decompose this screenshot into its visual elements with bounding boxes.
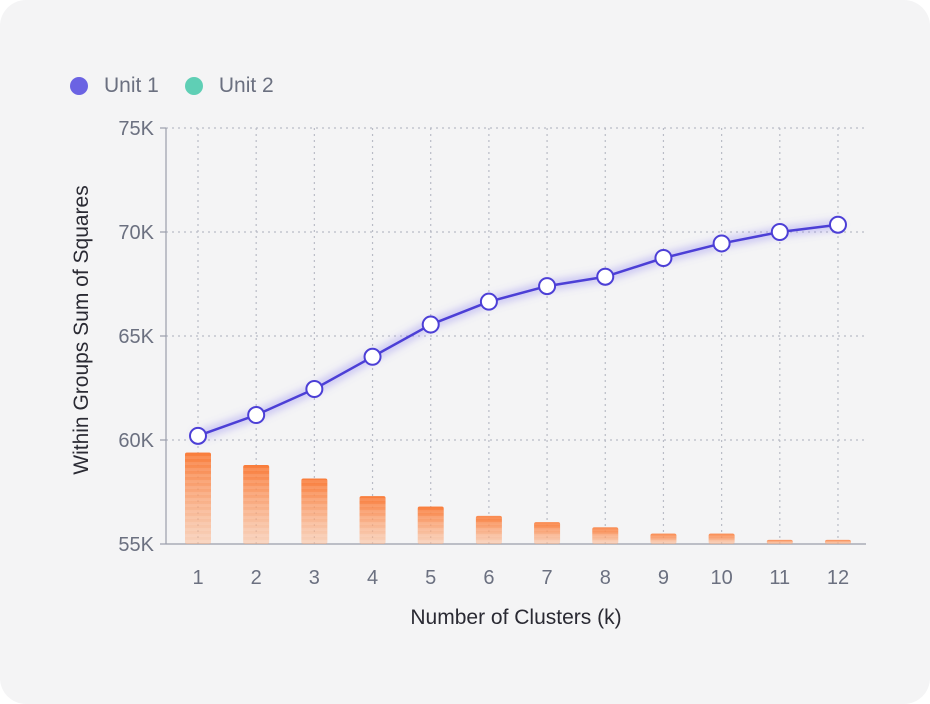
point-unit-1[interactable]: [538, 277, 557, 296]
y-tick-label: 70K: [118, 222, 154, 244]
legend-label-unit-2: Unit 2: [218, 74, 274, 97]
bar-unit-2-texture: [534, 522, 561, 544]
x-tick-label: 2: [251, 567, 262, 589]
y-tick-label: 55K: [118, 534, 154, 556]
bar-layer: [185, 452, 851, 544]
point-unit-1[interactable]: [596, 267, 615, 286]
x-tick-label: 7: [542, 567, 553, 589]
line-layer: [189, 215, 847, 445]
point-unit-1[interactable]: [421, 315, 440, 334]
bar-unit-2-texture: [417, 506, 444, 544]
bar-unit-2-texture: [824, 539, 851, 544]
legend-marker-unit-1: [70, 77, 88, 95]
bar-unit-2-texture: [475, 515, 502, 544]
y-axis-title: Within Groups Sum of Squares: [70, 185, 93, 474]
grid-layer: [166, 127, 866, 544]
point-unit-1[interactable]: [712, 234, 731, 253]
line-unit-1-glow: [193, 219, 843, 441]
bar-unit-2-texture: [766, 539, 793, 544]
bar-unit-2-texture: [243, 464, 270, 544]
bar-unit-2-texture: [650, 533, 677, 544]
bar-unit-2-texture: [592, 527, 619, 544]
point-unit-1[interactable]: [363, 347, 382, 366]
bar-unit-2-texture: [359, 496, 386, 544]
x-tick-label: 10: [710, 567, 732, 589]
x-tick-label: 11: [769, 567, 790, 589]
point-unit-1[interactable]: [770, 223, 789, 241]
x-tick-label: 5: [425, 567, 436, 589]
legend-item-unit-2[interactable]: Unit 2: [184, 74, 274, 98]
point-unit-1[interactable]: [828, 215, 847, 234]
y-tick-label: 60K: [118, 430, 154, 452]
x-tick-label: 1: [192, 567, 203, 589]
point-unit-1[interactable]: [247, 406, 266, 425]
x-tick-label: 6: [483, 567, 494, 589]
y-tick-label: 65K: [118, 326, 154, 348]
x-tick-label: 9: [658, 567, 669, 589]
point-unit-1[interactable]: [189, 426, 207, 445]
point-unit-1[interactable]: [654, 249, 673, 267]
axis-layer: [160, 127, 866, 545]
x-tick-label: 8: [600, 567, 611, 589]
legend-label-unit-1: Unit 1: [104, 74, 159, 97]
legend-item-unit-1[interactable]: Unit 1: [70, 74, 159, 98]
y-tick-label: 75K: [118, 118, 154, 140]
x-tick-label: 12: [827, 567, 849, 589]
bar-unit-2-texture: [185, 452, 211, 544]
legend-marker-unit-2: [184, 77, 203, 95]
x-tick-label: 3: [309, 567, 320, 589]
chart-legend: Unit 1 Unit 2: [70, 74, 300, 98]
line-unit-1: [196, 223, 840, 438]
point-unit-1[interactable]: [305, 380, 324, 399]
bar-unit-2-texture: [301, 478, 328, 544]
x-axis-title: Number of Clusters (k): [410, 606, 621, 629]
x-tick-label: 4: [367, 567, 378, 589]
bar-unit-2-texture: [708, 533, 735, 544]
point-unit-1[interactable]: [479, 292, 498, 311]
